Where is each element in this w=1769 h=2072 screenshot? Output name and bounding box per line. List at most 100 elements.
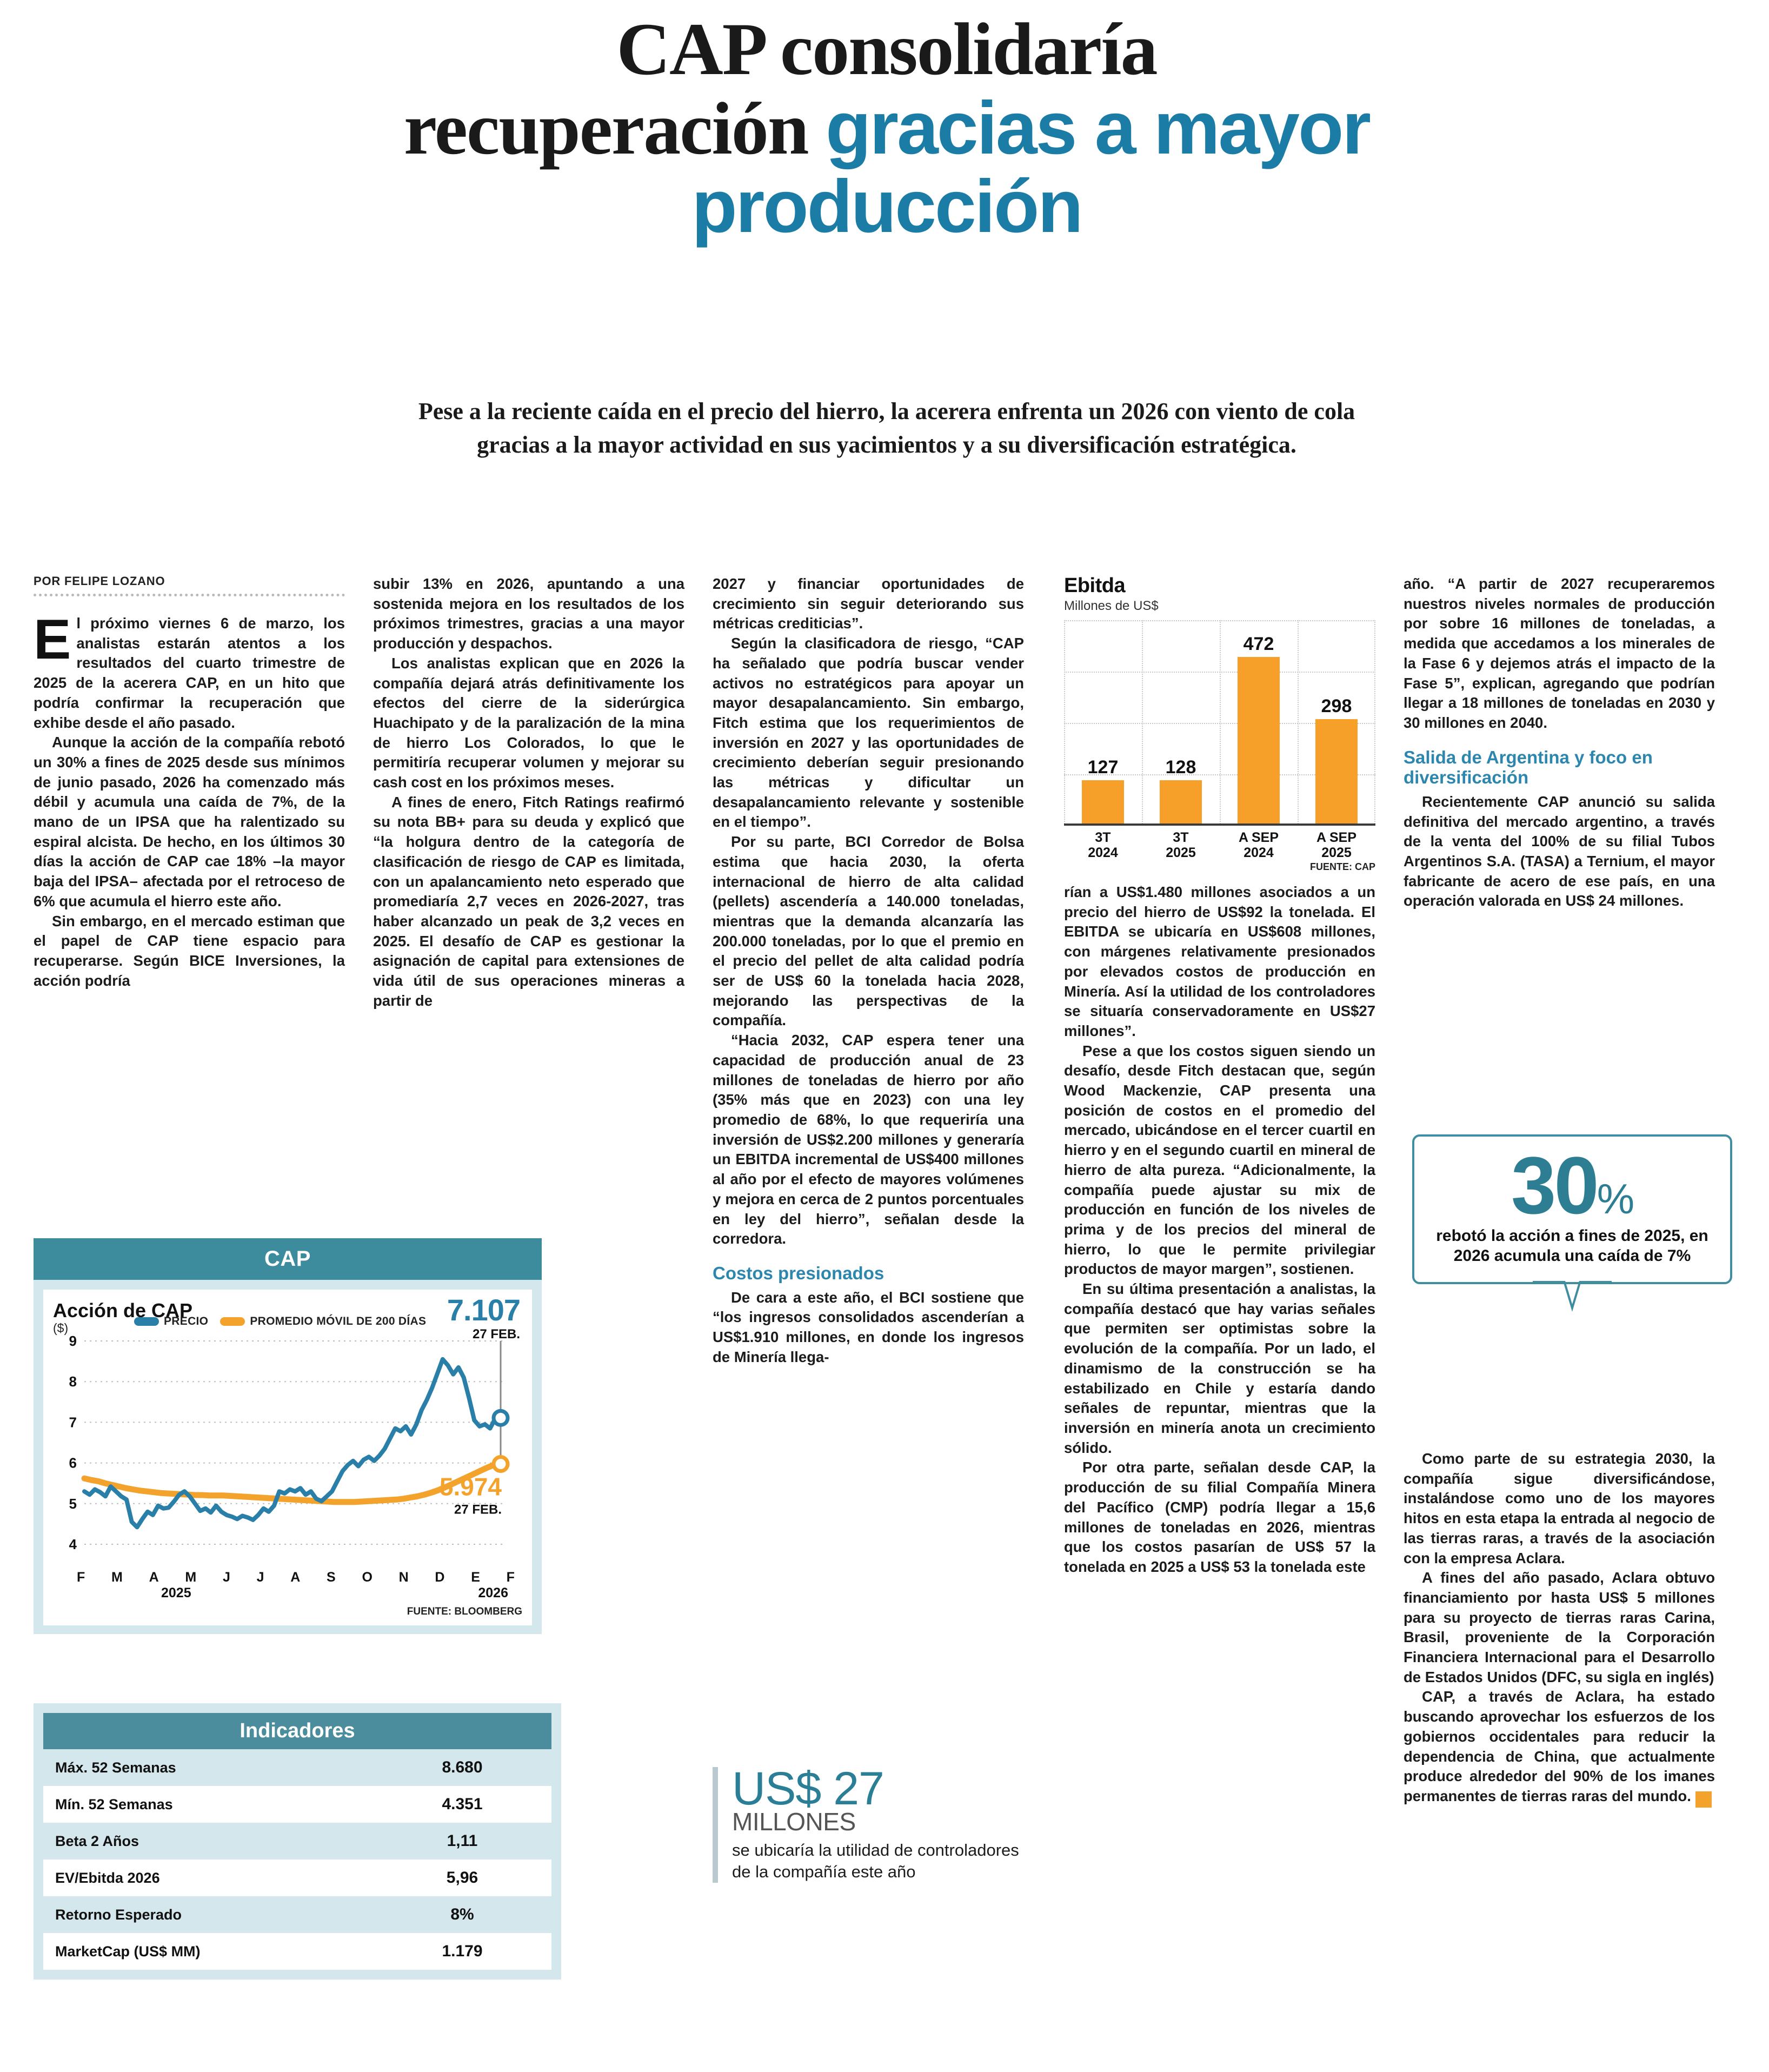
row-value: 4.351 [442, 1795, 483, 1813]
cap-stock-panel: CAP Acción de CAP ($) 7.107 27 FEB. PREC… [34, 1238, 542, 1634]
stat-bubble-30-percent: 30% rebotó la acción a fines de 2025, en… [1412, 1134, 1732, 1316]
paragraph: “Hacia 2032, CAP espera tener una capaci… [713, 1032, 1024, 1247]
chart-source: FUENTE: CAP [1310, 861, 1375, 872]
ma-last-value: 5.974 [440, 1473, 502, 1501]
bar-group: 128 [1160, 620, 1202, 826]
row-label: MarketCap (US$ MM) [55, 1943, 201, 1960]
row-label: Beta 2 Años [55, 1832, 139, 1849]
column-4: Ebitda Millones de US$ 127 128 472 298 3T 20… [1064, 574, 1375, 1577]
column-5-continued: Como parte de su estrategia 2030, la com… [1404, 1449, 1720, 1808]
x-axis-tick: J [256, 1570, 264, 1585]
paragraph: El próximo viernes 6 de marzo, los anali… [34, 608, 345, 731]
y-axis-tick: 6 [69, 1455, 77, 1471]
chart-unit: ($) [53, 1321, 69, 1335]
series-line [82, 1357, 503, 1530]
ebitda-chart: Ebitda Millones de US$ 127 128 472 298 3T 20… [1064, 574, 1375, 873]
series-line [81, 1461, 504, 1505]
paragraph: rían a US$1.480 millones asociados a un … [1064, 884, 1375, 1039]
bar-value-label: 128 [1165, 756, 1196, 778]
chart-bars: 127 128 472 298 [1064, 620, 1375, 826]
legend-label: PROMEDIO MÓVIL DE 200 DÍAS [250, 1315, 427, 1327]
paragraph-text: CAP, a través de Aclara, ha estado busca… [1404, 1688, 1715, 1804]
x-axis-tick: M [185, 1570, 197, 1585]
last-price-date: 27 FEB. [472, 1327, 520, 1342]
paragraph: Por su parte, BCI Corredor de Bolsa esti… [713, 833, 1024, 1029]
endmark-icon: S [1695, 1791, 1720, 1808]
chart-plot-area: 127 128 472 298 [1064, 620, 1375, 826]
page-title: CAP consolidaría recuperación gracias a … [227, 8, 1546, 249]
table-body: Máx. 52 Semanas 8.680 Mín. 52 Semanas 4.351… [43, 1749, 551, 1970]
bar [1238, 657, 1280, 826]
row-value: 1,11 [447, 1832, 478, 1850]
line-chart-svg: 4 5 6 7 8 9 5.974 27 FEB. [69, 1333, 510, 1552]
last-price-value: 7.107 [447, 1293, 521, 1327]
paragraph: De cara a este año, el BCI sostiene que … [713, 1289, 1024, 1365]
table-row: Retorno Esperado 8% [43, 1896, 551, 1933]
row-label: EV/Ebitda 2026 [55, 1869, 160, 1886]
bubble-caption: rebotó la acción a fines de 2025, en 202… [1436, 1227, 1708, 1265]
year-label-right: 2026 [478, 1585, 508, 1601]
headline-line-1: CAP consolidaría [616, 8, 1158, 90]
category-label: A SEP 2025 [1316, 830, 1357, 860]
headline-line-2-black: recuperación [403, 87, 809, 170]
paragraph: Como parte de su estrategia 2030, la com… [1404, 1450, 1715, 1566]
paragraph: Pese a que los costos siguen siendo un d… [1064, 1042, 1375, 1278]
paragraph: Por otra parte, señalan desde CAP, la pr… [1064, 1459, 1375, 1575]
row-value: 1.179 [442, 1942, 483, 1960]
table-title: Indicadores [43, 1713, 551, 1749]
chart-category-labels: 3T 2024 3T 2025 A SEP 2024 A SEP 2025 [1064, 830, 1375, 860]
headline-line-3: producción [691, 165, 1083, 249]
ma-last-date: 27 FEB. [454, 1503, 502, 1517]
pull-quote-amount: US$ 27 [732, 1763, 884, 1815]
year-label-left: 2025 [161, 1585, 191, 1601]
paragraph: Aunque la acción de la compañía rebotó u… [34, 734, 345, 909]
category-label: 3T 2025 [1166, 830, 1196, 860]
byline-divider [34, 594, 345, 600]
subheadline: Pese a la reciente caída en el precio de… [418, 398, 1355, 459]
x-axis-tick: A [149, 1570, 159, 1585]
panel-title: CAP [34, 1238, 542, 1280]
column-1: POR FELIPE LOZANO El próximo viernes 6 d… [34, 574, 345, 991]
chart-source: FUENTE: BLOOMBERG [407, 1606, 522, 1617]
row-label: Mín. 52 Semanas [55, 1796, 173, 1812]
bar-value-label: 127 [1087, 757, 1119, 778]
row-value: 5,96 [446, 1869, 478, 1887]
table-row: EV/Ebitda 2026 5,96 [43, 1860, 551, 1896]
y-axis-tick: 7 [69, 1414, 77, 1430]
section-heading-argentina: Salida de Argentina y foco en diversific… [1404, 747, 1653, 788]
chart-canvas: 4 5 6 7 8 9 5.974 27 FEB. [53, 1333, 522, 1569]
paragraph: subir 13% en 2026, apuntando a una soste… [373, 575, 684, 652]
y-axis-tick: 5 [69, 1496, 77, 1512]
legend-swatch-icon [220, 1317, 245, 1326]
x-axis-tick: N [398, 1570, 409, 1585]
section-heading-costos: Costos presionados [713, 1263, 884, 1283]
paragraph: A fines del año pasado, Aclara obtuvo fi… [1404, 1569, 1715, 1685]
indicadores-table: Indicadores Máx. 52 Semanas 8.680 Mín. 52 … [34, 1703, 561, 1980]
table-row: Máx. 52 Semanas 8.680 [43, 1749, 551, 1786]
paragraph: Según la clasificadora de riesgo, “CAP h… [713, 635, 1024, 831]
ma-endpoint-marker [491, 1455, 510, 1473]
paragraph: A fines de enero, Fitch Ratings reafirmó… [373, 793, 684, 1009]
x-axis-tick: F [506, 1570, 515, 1585]
column-3: 2027 y financiar oportunidades de crecim… [713, 574, 1024, 1367]
bubble-number-value: 30 [1511, 1140, 1599, 1231]
category-label: A SEP 2024 [1238, 830, 1279, 860]
x-axis-tick: J [222, 1570, 230, 1585]
pull-quote-27-millones: US$ 27 MILLONES se ubicaría la utilidad … [713, 1763, 1035, 1883]
headline-line-2-blue: gracias a mayor [826, 87, 1371, 170]
y-axis-tick: 8 [69, 1373, 77, 1390]
bar-value-label: 298 [1321, 696, 1352, 717]
paragraph: CAP, a través de Aclara, ha estado busca… [1404, 1687, 1720, 1808]
last-price-badge: 7.107 27 FEB. [447, 1293, 521, 1342]
legend-item-promedio-movil: PROMEDIO MÓVIL DE 200 DÍAS [220, 1315, 426, 1328]
legend-swatch-icon [134, 1317, 159, 1326]
paragraph: 2027 y financiar oportunidades de crecim… [713, 575, 1024, 632]
stock-chart: Acción de CAP ($) 7.107 27 FEB. PRECIO P… [43, 1290, 532, 1625]
x-axis-years: 2025 2026 [53, 1585, 522, 1604]
paragraph: Recientemente CAP anunció su salida defi… [1404, 793, 1715, 909]
bubble-percent-sign: % [1597, 1175, 1634, 1223]
y-axis-tick: 9 [69, 1333, 77, 1349]
row-label: Retorno Esperado [55, 1906, 182, 1923]
bubble-number: 30% [1427, 1145, 1717, 1226]
x-axis-tick: D [435, 1570, 445, 1585]
